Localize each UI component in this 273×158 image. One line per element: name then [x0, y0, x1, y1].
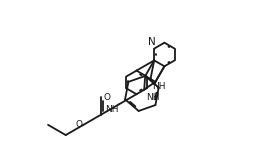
Text: O: O	[75, 120, 82, 129]
Text: O: O	[103, 93, 110, 102]
Text: N: N	[148, 36, 155, 47]
Text: NH: NH	[146, 93, 160, 102]
Text: NH: NH	[105, 105, 118, 114]
Text: NH: NH	[152, 82, 165, 91]
